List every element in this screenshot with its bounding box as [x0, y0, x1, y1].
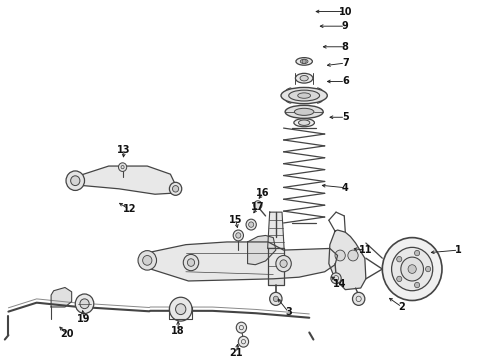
- Text: 3: 3: [285, 307, 292, 318]
- Polygon shape: [140, 242, 338, 281]
- Polygon shape: [72, 166, 175, 194]
- Text: 6: 6: [342, 76, 349, 86]
- Circle shape: [382, 238, 442, 301]
- Circle shape: [143, 256, 152, 265]
- Text: 4: 4: [342, 183, 349, 193]
- Circle shape: [270, 292, 282, 305]
- Circle shape: [248, 222, 254, 227]
- Polygon shape: [51, 288, 72, 307]
- Circle shape: [335, 250, 345, 261]
- Polygon shape: [247, 235, 276, 265]
- Text: 11: 11: [359, 245, 372, 255]
- Circle shape: [183, 255, 199, 271]
- Ellipse shape: [298, 93, 311, 98]
- Polygon shape: [329, 230, 366, 290]
- Ellipse shape: [300, 76, 308, 81]
- Text: 20: 20: [60, 329, 74, 339]
- Ellipse shape: [285, 105, 323, 118]
- Text: 15: 15: [229, 215, 243, 225]
- Text: 10: 10: [339, 6, 352, 17]
- Polygon shape: [268, 212, 284, 248]
- Circle shape: [254, 201, 262, 210]
- Circle shape: [331, 273, 341, 284]
- Circle shape: [233, 230, 244, 241]
- Polygon shape: [268, 248, 284, 285]
- Ellipse shape: [300, 59, 308, 64]
- Circle shape: [348, 250, 358, 261]
- Circle shape: [236, 233, 241, 238]
- Ellipse shape: [296, 58, 313, 65]
- Circle shape: [71, 176, 80, 185]
- Text: 14: 14: [333, 279, 347, 289]
- Circle shape: [187, 259, 195, 266]
- Text: 13: 13: [118, 145, 131, 155]
- Circle shape: [119, 163, 127, 171]
- Text: 2: 2: [398, 302, 405, 312]
- Ellipse shape: [289, 90, 319, 101]
- Text: 9: 9: [342, 21, 349, 31]
- Circle shape: [175, 304, 186, 315]
- Circle shape: [170, 182, 182, 195]
- Circle shape: [276, 256, 291, 272]
- Circle shape: [302, 59, 306, 64]
- Circle shape: [138, 251, 156, 270]
- Circle shape: [352, 292, 365, 305]
- Text: 5: 5: [342, 112, 349, 122]
- Circle shape: [280, 260, 287, 267]
- Ellipse shape: [294, 108, 314, 115]
- Text: 7: 7: [342, 58, 349, 68]
- Circle shape: [425, 266, 431, 272]
- Text: 8: 8: [342, 42, 349, 52]
- Ellipse shape: [281, 87, 327, 104]
- Text: 19: 19: [77, 314, 91, 324]
- Text: 12: 12: [122, 204, 136, 215]
- Circle shape: [408, 265, 416, 273]
- Circle shape: [170, 297, 192, 321]
- Circle shape: [397, 256, 402, 262]
- Circle shape: [236, 322, 246, 333]
- Circle shape: [392, 247, 433, 291]
- Circle shape: [401, 257, 423, 281]
- Circle shape: [246, 219, 256, 230]
- Circle shape: [75, 294, 94, 314]
- Text: 21: 21: [229, 348, 243, 358]
- Circle shape: [238, 336, 248, 347]
- Circle shape: [415, 250, 419, 256]
- Circle shape: [172, 185, 179, 192]
- Text: 16: 16: [256, 188, 270, 198]
- Circle shape: [415, 282, 419, 288]
- Circle shape: [397, 276, 402, 282]
- Ellipse shape: [298, 120, 310, 125]
- Circle shape: [80, 299, 89, 309]
- Circle shape: [66, 171, 85, 190]
- Ellipse shape: [295, 73, 313, 83]
- Text: 18: 18: [172, 326, 185, 336]
- Circle shape: [273, 296, 278, 302]
- Ellipse shape: [294, 118, 315, 127]
- Text: 1: 1: [455, 245, 462, 255]
- Text: 17: 17: [251, 202, 265, 212]
